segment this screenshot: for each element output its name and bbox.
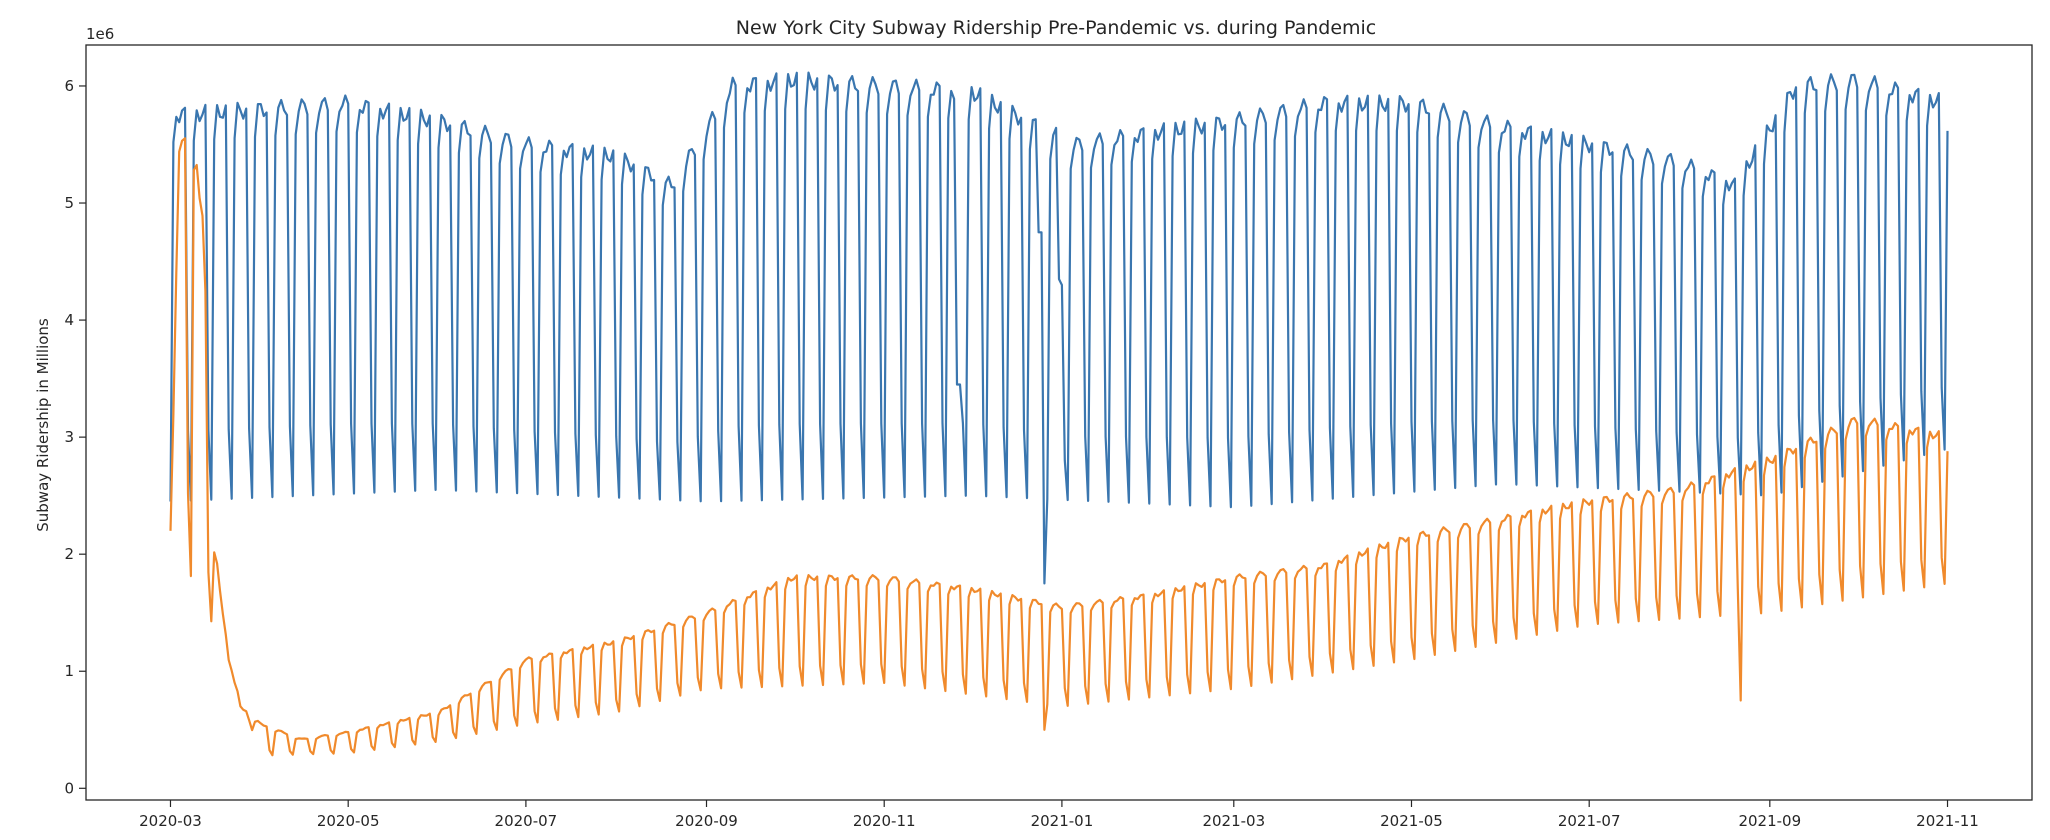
y-tick-label: 5 [64, 194, 74, 212]
x-axis: 2020-03 2020-05 2020-07 2020-09 2020-11 2021-… [139, 800, 1979, 830]
series-line-1 [169, 71, 1949, 585]
x-tick-label: 2021-11 [1916, 812, 1979, 830]
y-axis-title: Subway Ridership in Millions [34, 318, 52, 532]
y-tick-label: 1 [64, 662, 74, 680]
x-tick-label: 2021-05 [1380, 812, 1443, 830]
x-tick-label: 2020-03 [139, 812, 202, 830]
series-layer [169, 71, 1949, 757]
x-tick-label: 2021-01 [1031, 812, 1094, 830]
x-tick-label: 2020-11 [853, 812, 916, 830]
x-tick-label: 2021-07 [1558, 812, 1621, 830]
y-tick-label: 2 [64, 545, 74, 563]
chart-title: New York City Subway Ridership Pre-Pande… [736, 17, 1377, 39]
y-axis-offset-label: 1e6 [86, 25, 114, 43]
series-line-2 [169, 137, 1949, 757]
y-tick-label: 6 [64, 77, 74, 95]
plot-frame [85, 44, 2033, 801]
y-axis: 0 1 2 3 4 5 6 [64, 77, 86, 797]
x-tick-label: 2021-03 [1202, 812, 1265, 830]
y-tick-label: 4 [64, 311, 74, 329]
y-tick-label: 0 [64, 779, 74, 797]
x-tick-label: 2020-07 [495, 812, 558, 830]
x-tick-label: 2020-09 [675, 812, 738, 830]
x-tick-label: 2021-09 [1738, 812, 1801, 830]
x-tick-label: 2020-05 [317, 812, 380, 830]
y-tick-label: 3 [64, 428, 74, 446]
